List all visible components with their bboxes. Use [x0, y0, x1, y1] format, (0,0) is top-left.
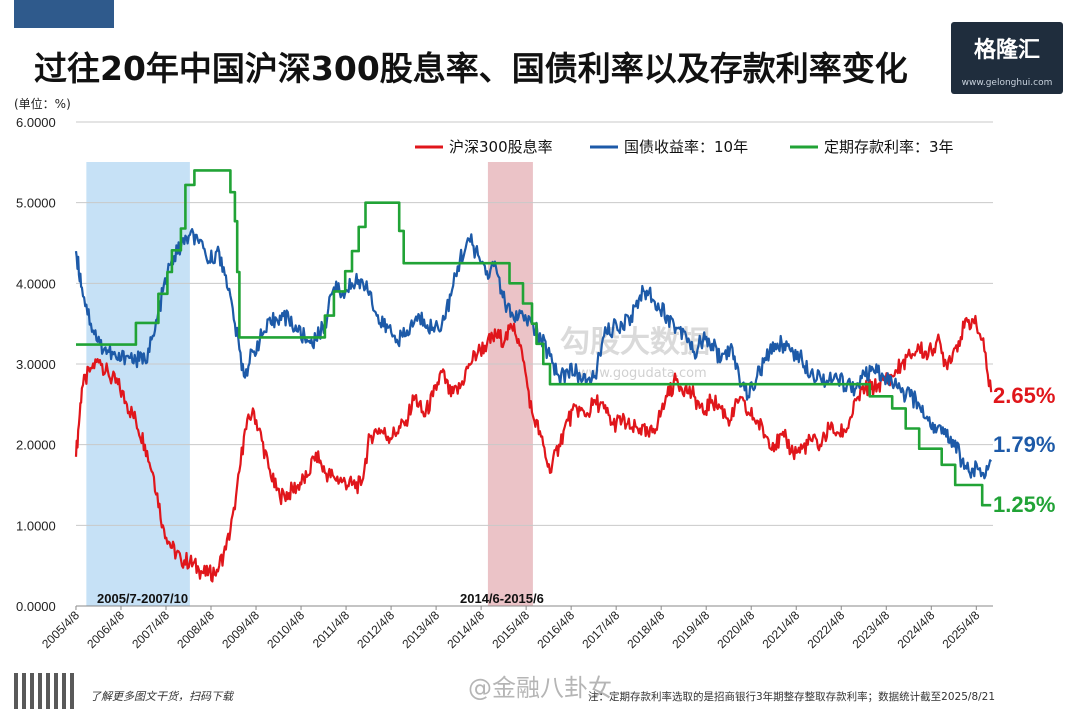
shaded-period-1	[487, 162, 533, 606]
logo-url: www.gelonghui.com	[961, 78, 1053, 88]
shaded-period-label-1: 2014/6-2015/6	[460, 591, 544, 606]
legend-label-2: 定期存款利率：3年	[824, 138, 954, 156]
y-tick-label: 2.0000	[16, 438, 56, 453]
x-tick-label: 2011/4/8	[310, 608, 353, 651]
x-tick-label: 2005/4/8	[39, 608, 82, 651]
x-tick-label: 2009/4/8	[219, 608, 262, 651]
x-tick-label: 2008/4/8	[174, 608, 217, 651]
chart-title: 过往20年中国沪深300股息率、国债利率以及存款利率变化	[34, 49, 908, 88]
x-tick-label: 2017/4/8	[579, 608, 622, 651]
x-tick-label: 2025/4/8	[939, 608, 982, 651]
x-tick-label: 2023/4/8	[849, 608, 892, 651]
end-value-label-1: 1.79%	[993, 432, 1055, 457]
legend-label-1: 国债收益率：10年	[624, 138, 748, 156]
x-tick-label: 2015/4/8	[489, 608, 532, 651]
x-tick-label: 2012/4/8	[354, 608, 397, 651]
series-line-1	[74, 228, 993, 480]
y-tick-label: 5.0000	[16, 196, 56, 211]
unit-label: (单位：%)	[14, 96, 71, 111]
qr-code	[14, 673, 78, 709]
top-strip	[0, 0, 1080, 30]
end-value-label-2: 1.25%	[993, 492, 1055, 517]
y-tick-label: 6.0000	[16, 115, 56, 130]
y-tick-label: 0.0000	[16, 599, 56, 614]
y-tick-label: 4.0000	[16, 276, 56, 291]
series-line-2	[76, 169, 992, 507]
x-tick-label: 2020/4/8	[714, 608, 757, 651]
x-tick-label: 2021/4/8	[759, 608, 802, 651]
x-tick-label: 2018/4/8	[624, 608, 667, 651]
footer-left-text: 了解更多图文干货，扫码下载	[90, 690, 233, 703]
shaded-period-0	[86, 162, 190, 606]
weibo-watermark: @金融八卦女	[468, 674, 612, 702]
gelonghui-logo: 格隆汇 www.gelonghui.com	[951, 22, 1063, 94]
logo-name: 格隆汇	[973, 38, 1040, 63]
y-tick-label: 1.0000	[16, 518, 56, 533]
x-tick-label: 2013/4/8	[399, 608, 442, 651]
x-tick-label: 2006/4/8	[84, 608, 127, 651]
series-line-0	[74, 314, 993, 583]
x-tick-label: 2022/4/8	[804, 608, 847, 651]
shaded-period-label-0: 2005/7-2007/10	[97, 591, 188, 606]
x-tick-label: 2019/4/8	[669, 608, 712, 651]
top-color-block	[14, 0, 114, 28]
x-tick-label: 2010/4/8	[264, 608, 307, 651]
x-tick-label: 2024/4/8	[894, 608, 937, 651]
x-tick-label: 2016/4/8	[534, 608, 577, 651]
legend-label-0: 沪深300股息率	[449, 138, 553, 156]
y-tick-label: 3.0000	[16, 357, 56, 372]
end-value-label-0: 2.65%	[993, 383, 1055, 408]
x-tick-label: 2007/4/8	[129, 608, 172, 651]
x-tick-label: 2014/4/8	[444, 608, 487, 651]
footer-note: 注：定期存款利率选取的是招商银行3年期整存整取存款利率；数据统计截至2025/8…	[588, 691, 996, 703]
